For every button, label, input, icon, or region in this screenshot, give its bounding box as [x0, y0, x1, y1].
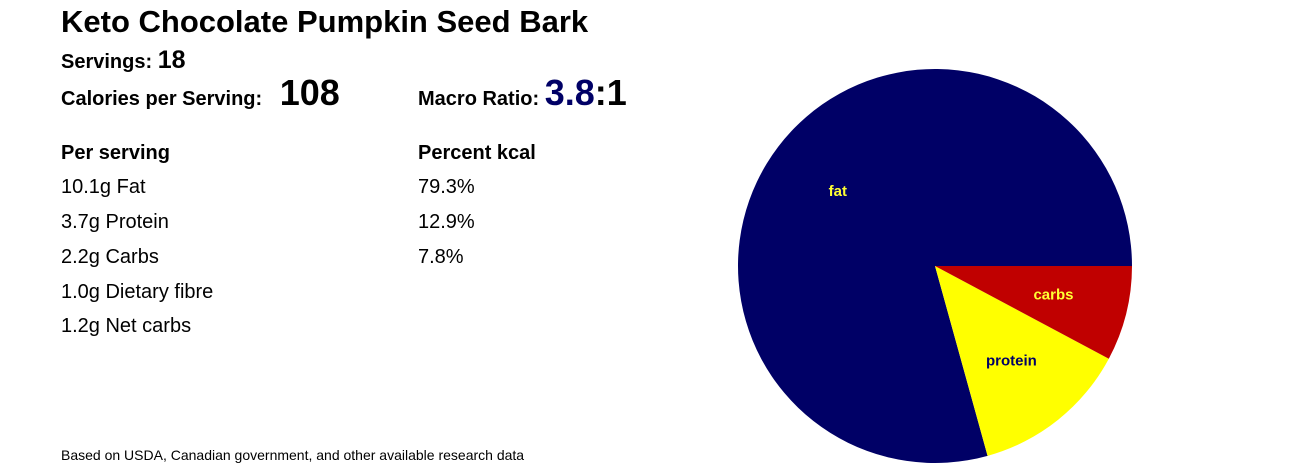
page-title: Keto Chocolate Pumpkin Seed Bark	[61, 4, 589, 39]
nutrient-percent: 12.9%	[418, 211, 475, 233]
servings: Servings: 18	[61, 46, 186, 75]
calories: Calories per Serving: 108	[61, 72, 340, 114]
pie-slice-carbs	[935, 266, 1132, 359]
pie-label-carbs: carbs	[1033, 287, 1073, 304]
servings-label: Servings:	[61, 51, 153, 73]
nutrient-percent: 79.3%	[418, 176, 475, 198]
per-serving-header: Per serving	[61, 142, 170, 164]
nutrient-amount: 10.1g Fat	[61, 176, 146, 198]
calories-value: 108	[279, 72, 340, 113]
percent-kcal-header: Percent kcal	[418, 142, 536, 164]
macro-pie-chart: fat protein carbs	[738, 69, 1132, 463]
macro-ratio-value: 3.8	[544, 72, 595, 113]
calories-label: Calories per Serving:	[61, 88, 263, 110]
nutrient-amount: 2.2g Carbs	[61, 246, 159, 268]
macro-ratio-separator: :	[594, 72, 607, 113]
servings-value: 18	[157, 46, 186, 74]
pie-label-protein: protein	[986, 352, 1037, 369]
footnote: Based on USDA, Canadian government, and …	[61, 447, 525, 463]
pie-slice-protein	[935, 266, 1109, 456]
macro-ratio-rest: 1	[606, 72, 627, 113]
nutrient-percent: 7.8%	[418, 246, 464, 268]
pie-label-fat: fat	[829, 183, 847, 200]
macro-ratio-label: Macro Ratio:	[418, 88, 540, 110]
nutrient-amount: 1.0g Dietary fibre	[61, 281, 214, 303]
nutrient-amount: 3.7g Protein	[61, 211, 169, 233]
macro-ratio: Macro Ratio: 3.8:1	[418, 72, 627, 114]
nutrient-amount: 1.2g Net carbs	[61, 315, 192, 337]
